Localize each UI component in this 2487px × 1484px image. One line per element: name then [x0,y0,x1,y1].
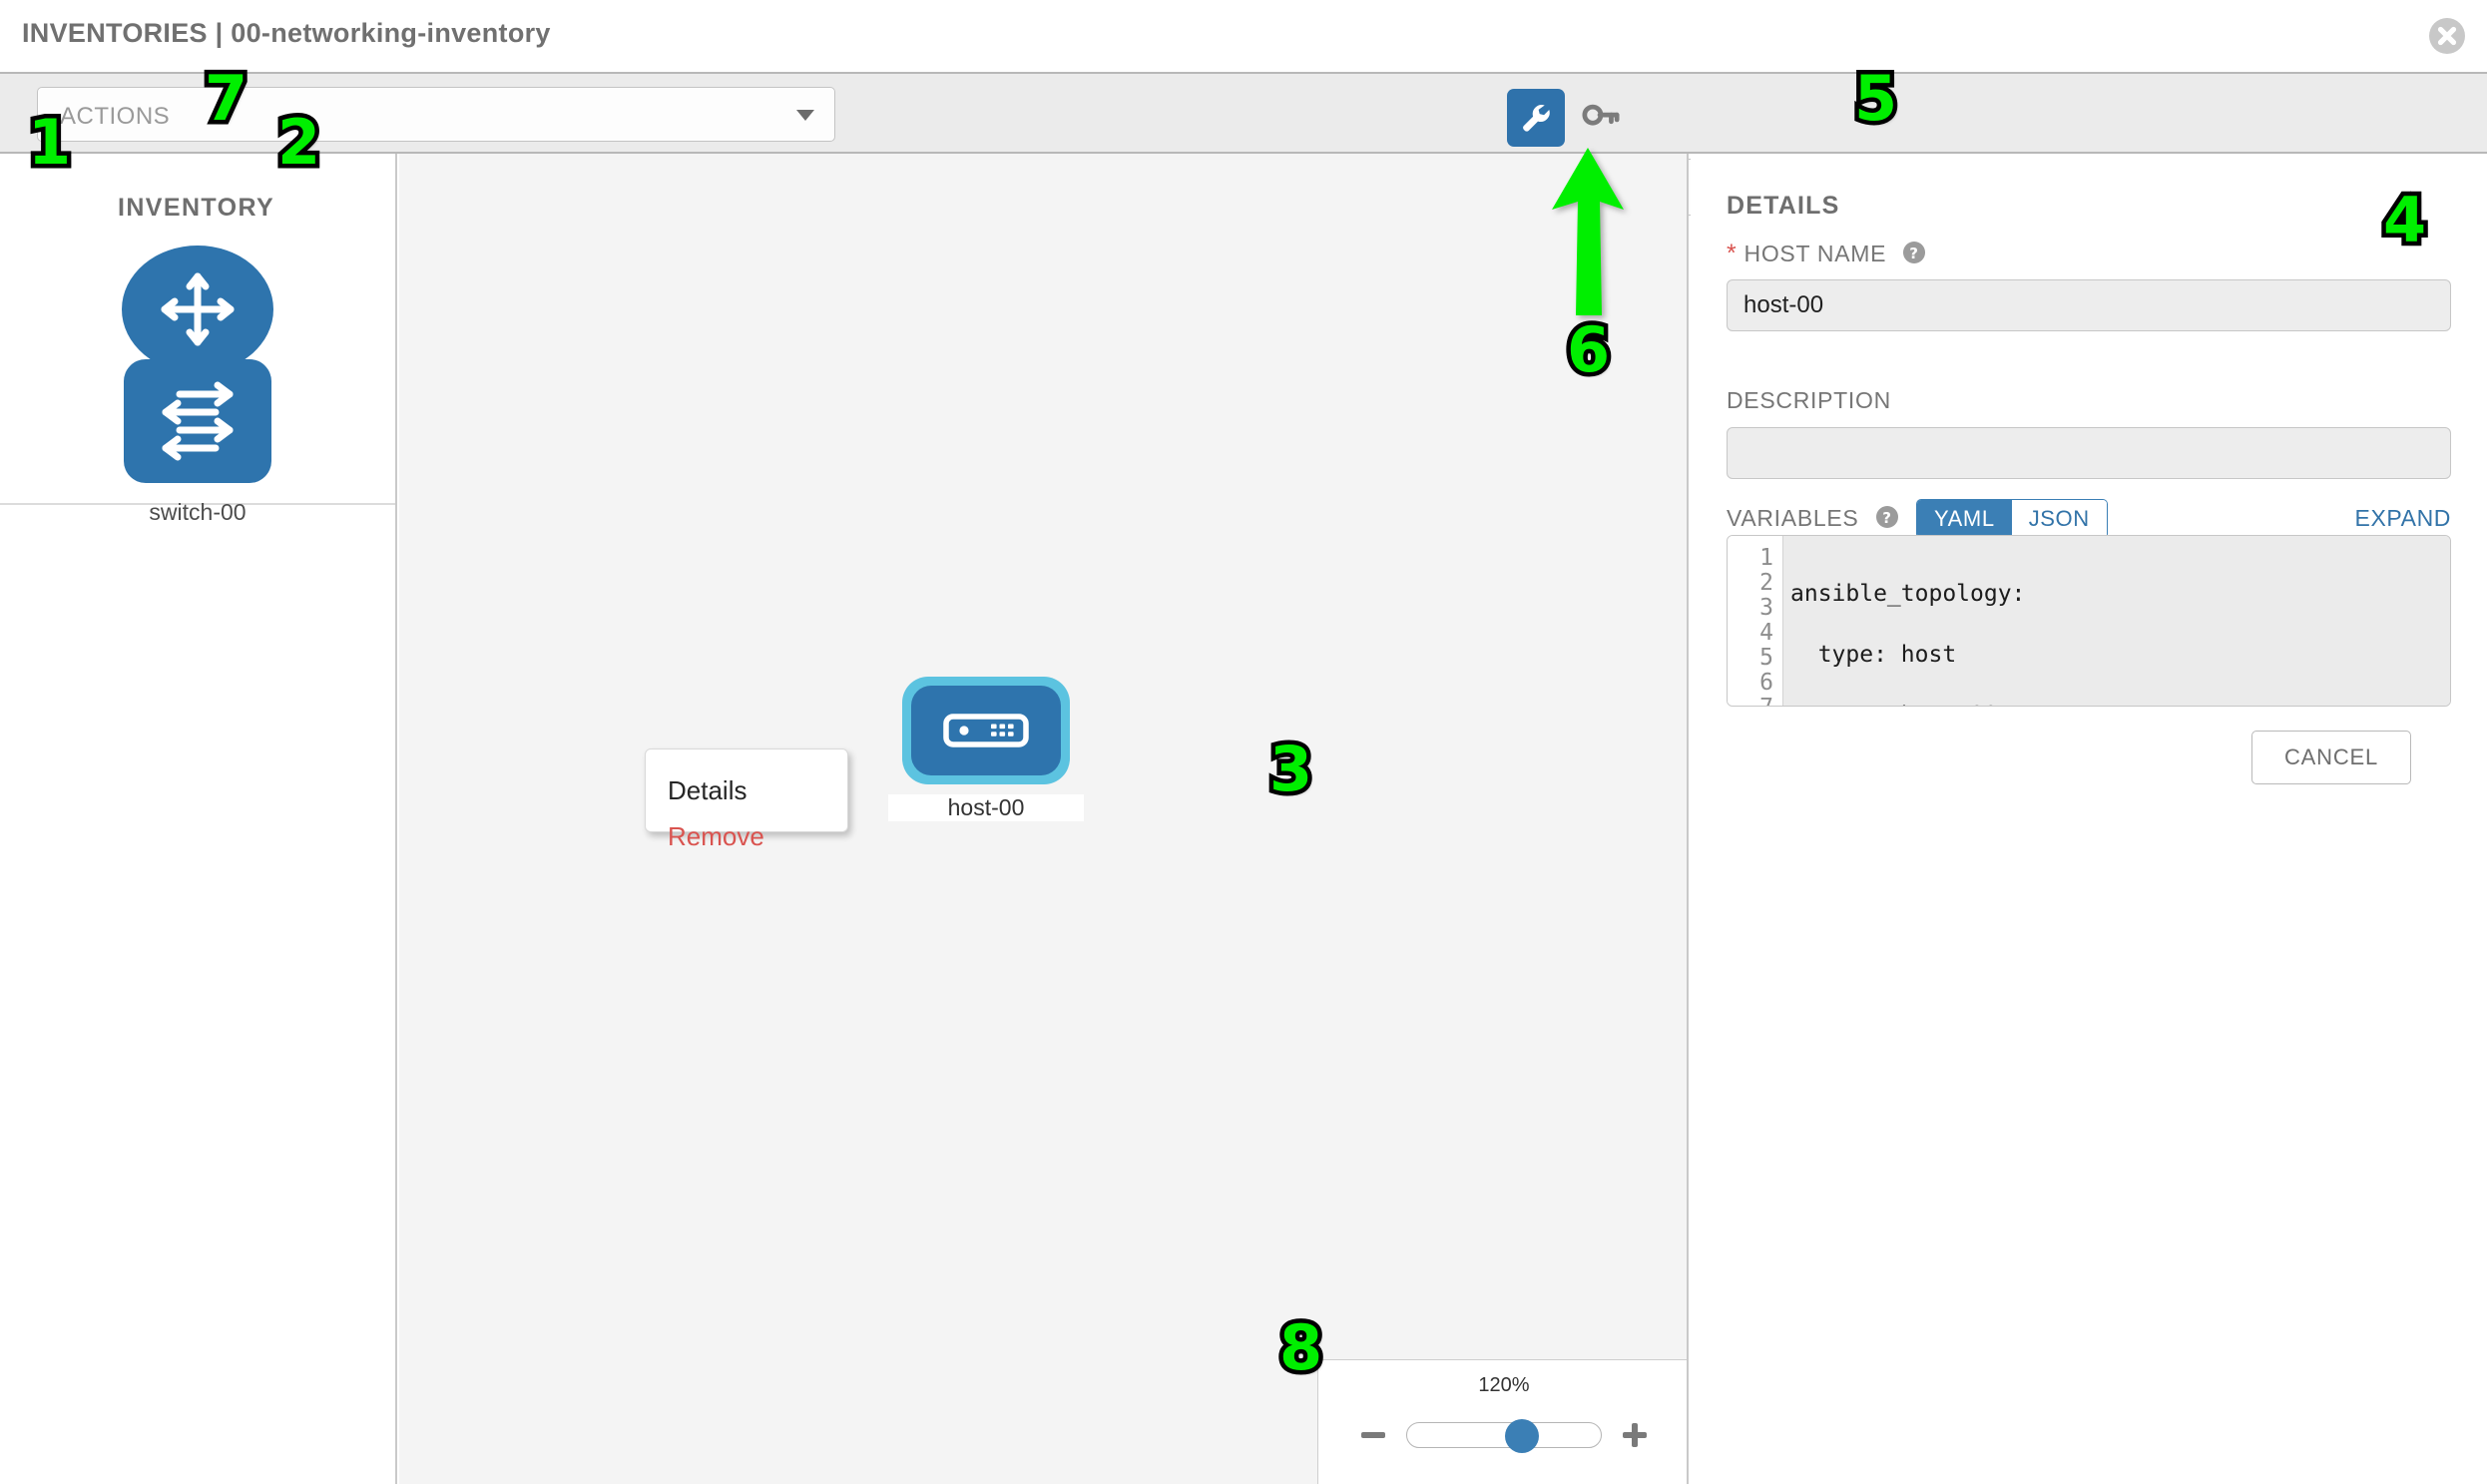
code-line: name: host-00 [1790,704,2450,707]
host-name-field[interactable] [1727,279,2451,331]
details-panel: DETAILS * HOST NAME ? DESCRIPTION VARIAB… [1691,154,2487,1484]
switch-icon [124,359,271,483]
host-name-label-text: HOST NAME [1743,241,1887,266]
close-icon[interactable] [2429,18,2465,54]
sidebar-item-switch-00[interactable]: switch-00 [0,359,395,526]
code-line: type: host [1790,642,1957,668]
code-line: ansible_topology: [1790,581,2026,607]
line-number: 3 [1759,595,1773,621]
toolbar: ACTIONS SEARCH [0,72,2487,216]
page-title: INVENTORIES | 00-networking-inventory [22,18,551,48]
title-bar: INVENTORIES | 00-networking-inventory [0,0,2487,72]
actions-dropdown[interactable]: ACTIONS [37,87,835,142]
chevron-down-icon [796,110,814,121]
host-name-label: * HOST NAME ? [1727,240,1926,270]
line-number: 6 [1759,670,1773,696]
actions-dropdown-label: ACTIONS [60,103,171,130]
sidebar-divider [0,503,395,505]
server-icon [911,686,1061,775]
cancel-button[interactable]: CANCEL [2251,731,2411,784]
tab-yaml[interactable]: YAML [1917,500,2012,538]
variables-label-text: VARIABLES [1727,505,1859,531]
variables-label: VARIABLES ? [1727,505,1899,535]
topology-canvas[interactable]: host-00 Details Remove 120% [399,154,1689,1484]
line-number: 4 [1759,620,1773,646]
description-label: DESCRIPTION [1727,387,1891,413]
sidebar-item-router-00[interactable]: router-00 [0,246,395,416]
canvas-node-label: host-00 [888,794,1084,821]
variables-code-editor[interactable]: 1 2 3 4 5 6 7 ansible_topology: type: ho… [1727,535,2451,707]
line-number: 1 [1759,545,1773,571]
sidebar-item-label: switch-00 [149,499,247,525]
node-context-menu: Details Remove [645,748,848,851]
line-number: 2 [1759,570,1773,596]
zoom-level-label: 120% [1478,1374,1530,1396]
zoom-in-button[interactable] [1618,1418,1652,1452]
help-circle-icon[interactable]: ? [1875,505,1899,535]
code-content[interactable]: ansible_topology: type: host name: host-… [1783,536,2450,706]
key-icon[interactable] [1575,92,1627,144]
code-gutter: 1 2 3 4 5 6 7 [1728,536,1783,706]
details-title: DETAILS [1727,192,1840,220]
svg-text:?: ? [1910,245,1919,262]
variables-format-toggle: YAML JSON [1916,499,2108,539]
context-menu-item-remove[interactable]: Remove [668,821,764,851]
line-number: 5 [1759,645,1773,671]
zoom-out-button[interactable] [1356,1418,1390,1452]
required-marker: * [1727,240,1738,267]
tab-json[interactable]: JSON [2011,500,2107,538]
context-menu-item-details[interactable]: Details [668,775,747,805]
description-field[interactable] [1727,427,2451,479]
help-circle-icon[interactable]: ? [1902,241,1926,270]
expand-link[interactable]: EXPAND [2354,505,2451,531]
zoom-slider[interactable] [1406,1419,1602,1453]
router-icon [122,246,273,373]
canvas-node-host-00[interactable] [902,677,1070,784]
sidebar-title: INVENTORY [118,194,275,222]
zoom-control-panel: 120% [1317,1359,1687,1484]
wrench-icon[interactable] [1507,89,1565,147]
svg-text:?: ? [1882,509,1891,527]
inventory-sidebar: INVENTORY router-00 [0,154,397,1484]
line-number: 7 [1728,696,1773,707]
zoom-slider-thumb[interactable] [1505,1419,1539,1453]
